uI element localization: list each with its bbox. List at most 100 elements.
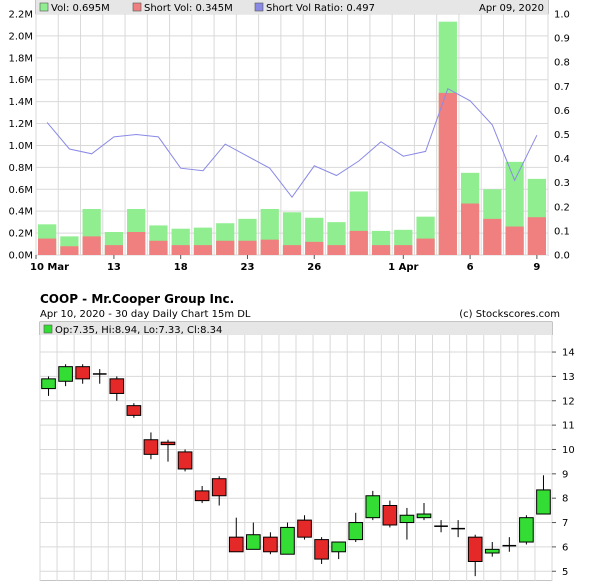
price-legend-label: Op:7.35, Hi:8.94, Lo:7.33, Cl:8.34 [55, 325, 222, 336]
vol-legend-label: Vol: 0.695M [51, 3, 110, 14]
candle-body [194, 490, 210, 502]
short-vol-bar [216, 240, 235, 255]
short-vol-bar [505, 226, 524, 255]
y-right-tick-label: 0.0 [554, 251, 570, 262]
short-vol-bar [149, 240, 168, 255]
ratio-line [46, 87, 538, 199]
price-tick-label: 8 [562, 494, 568, 505]
candle-body [58, 366, 73, 382]
y-left-tick-label: 2.0M [8, 31, 33, 42]
short-vol-legend-label: Short Vol: 0.345M [144, 3, 233, 14]
short-vol-bar [171, 245, 190, 255]
candle-body [365, 495, 381, 519]
y-right-tick-label: 0.8 [554, 58, 570, 69]
ratio-legend-label: Short Vol Ratio: 0.497 [266, 3, 375, 14]
short-vol-legend-swatch [132, 2, 142, 12]
volume-chart: 0.0M 0.2M 0.4M 0.6M 0.8M 1.0M 1.2M 1.4M 1.6M 1.8M… [8, 0, 570, 273]
candle-body [348, 522, 364, 541]
short-vol-bar [238, 240, 257, 255]
price-tick-label: 9 [562, 469, 568, 480]
y-left-tick-label: 0.0M [8, 251, 33, 262]
candle-body [297, 519, 312, 538]
short-vol-bar [483, 218, 502, 255]
price-tick-label: 12 [562, 396, 575, 407]
short-vol-bar [394, 245, 413, 255]
short-vol-bar [327, 245, 346, 255]
chart-title: COOP - Mr.Cooper Group Inc. [40, 292, 234, 306]
candle-body [314, 539, 329, 560]
candle-body [143, 439, 159, 455]
x-tick-label: 9 [533, 262, 540, 273]
price-tick-label: 6 [562, 542, 568, 553]
y-right-tick-label: 0.2 [554, 202, 570, 213]
ratio-legend-swatch [254, 2, 264, 12]
x-tick-label: 26 [307, 262, 321, 273]
y-left-tick-label: 1.0M [8, 141, 33, 152]
y-left-tick-label: 0.4M [8, 207, 33, 218]
candle-body [416, 513, 432, 519]
short-vol-bar [127, 231, 146, 255]
volume-legend: Vol: 0.695M Short Vol: 0.345M Short Vol … [36, 0, 548, 14]
y-left-tick-label: 0.8M [8, 163, 33, 174]
y-right-tick-label: 0.5 [554, 130, 570, 141]
chart-source: (c) Stockscores.com [459, 309, 560, 320]
price-legend: Op:7.35, Hi:8.94, Lo:7.33, Cl:8.34 [40, 322, 552, 336]
y-right-tick-label: 0.1 [554, 226, 570, 237]
price-tick-label: 5 [562, 567, 568, 578]
y-left-tick-label: 0.2M [8, 229, 33, 240]
candle-body [75, 366, 90, 380]
price-chart: COOP - Mr.Cooper Group Inc. Apr 10, 2020… [39, 292, 575, 581]
y-right-tick-label: 0.4 [554, 154, 570, 165]
short-vol-bar [260, 239, 279, 255]
price-axes: 5 6 7 8 9 10 11 12 13 14 [552, 348, 575, 578]
y-left-tick-label: 1.8M [8, 53, 33, 64]
x-tick-label: 6 [467, 262, 474, 273]
candlesticks [41, 364, 551, 577]
candle-body [160, 441, 176, 446]
price-chart-grid [39, 335, 553, 581]
x-tick-label: 10 Mar [30, 262, 69, 273]
short-vol-bar [60, 246, 79, 255]
y-right-tick-label: 0.7 [554, 82, 570, 93]
short-vol-bar [193, 245, 213, 255]
x-tick-label: 13 [107, 262, 121, 273]
short-vol-bar [104, 245, 124, 255]
short-vol-bar [371, 245, 391, 255]
y-left-tick-label: 1.6M [8, 75, 33, 86]
candle-body [41, 378, 56, 390]
candle-body [109, 378, 125, 394]
short-vol-bar [349, 230, 368, 255]
short-vol-bar [416, 238, 435, 255]
x-tick-label: 1 Apr [388, 262, 418, 273]
price-tick-label: 10 [562, 445, 575, 456]
price-tick-label: 14 [562, 348, 575, 359]
price-tick-label: 11 [562, 421, 575, 432]
y-left-tick-label: 2.2M [8, 10, 33, 21]
x-tick-label: 18 [174, 262, 188, 273]
candle-body [399, 514, 415, 524]
candle-body [246, 534, 261, 550]
short-vol-bar [460, 203, 480, 255]
y-right-tick-label: 0.3 [554, 178, 570, 189]
y-left-tick-label: 1.4M [8, 97, 33, 108]
y-left-tick-label: 0.6M [8, 185, 33, 196]
y-right-tick-label: 0.9 [554, 34, 570, 45]
legend-date: Apr 09, 2020 [479, 3, 544, 14]
short-vol-bar [82, 236, 101, 255]
y-right-tick-label: 0.6 [554, 106, 570, 117]
candle-body [331, 541, 346, 553]
y-left-tick-label: 1.2M [8, 119, 33, 130]
candle-body [280, 526, 295, 555]
vol-legend-swatch [39, 2, 49, 12]
volume-bars [38, 21, 546, 255]
candle-body [536, 489, 551, 515]
legend-bar [36, 0, 548, 14]
short-vol-bar [527, 217, 546, 255]
price-legend-bar [40, 322, 552, 335]
candle-body [382, 504, 398, 526]
candle-body [519, 517, 534, 543]
x-tick-label: 23 [241, 262, 255, 273]
short-vol-ratio-line [46, 87, 538, 199]
y-right-tick-label: 1.0 [554, 10, 570, 21]
price-tick-label: 13 [562, 372, 575, 383]
